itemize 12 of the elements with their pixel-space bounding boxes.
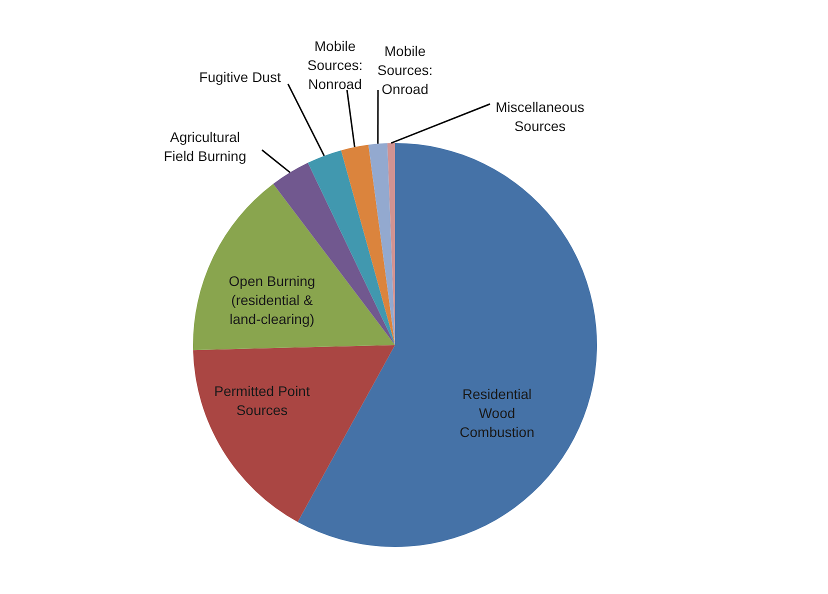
slice-label: Fugitive Dust [199, 69, 281, 85]
slice-label: Mobile Sources: Onroad [377, 43, 433, 97]
slice-label: Residential Wood Combustion [460, 386, 534, 440]
slice-label: Permitted Point Sources [214, 383, 310, 418]
slice-label: Agricultural Field Burning [164, 129, 246, 164]
slice-label: Open Burning (residential & land-clearing) [228, 273, 316, 327]
pie-slice [193, 184, 395, 350]
pie-slice [193, 345, 395, 522]
pie-slice [368, 143, 395, 345]
pie-slice [341, 144, 395, 345]
slice-label: Miscellaneous Sources [496, 99, 584, 134]
slice-label: Mobile Sources: Nonroad [307, 38, 363, 92]
